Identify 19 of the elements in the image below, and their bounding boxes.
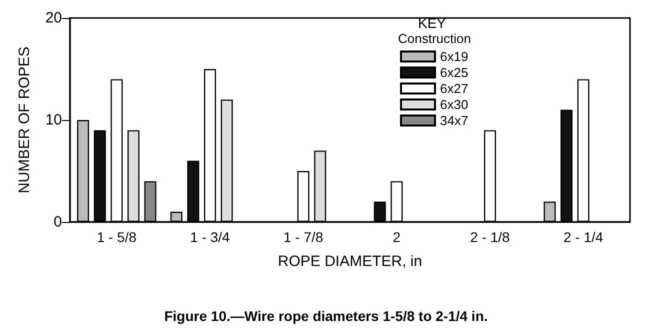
legend-label: 6x19: [440, 49, 468, 64]
x-tick-label: 1 - 3/4: [190, 229, 230, 245]
legend-label: 34x7: [440, 113, 468, 128]
y-tick-label: 20: [45, 10, 62, 26]
x-axis-title: ROPE DIAMETER, in: [278, 253, 422, 270]
y-axis-title: NUMBER OF ROPES: [16, 46, 33, 194]
legend-label: 6x25: [440, 65, 468, 80]
legend-label: 6x27: [440, 81, 468, 96]
y-tick-label: 10: [45, 112, 62, 128]
x-tick-label: 2 - 1/8: [470, 229, 510, 245]
legend-title: KEY: [418, 15, 447, 31]
x-tick-label: 1 - 5/8: [96, 229, 137, 245]
x-tick-label: 2 - 1/4: [563, 229, 604, 245]
x-tick-label: 2: [392, 229, 401, 245]
y-tick-label: 0: [54, 214, 62, 230]
text: Figure 10.—Wire rope diameters 1-5/8 to 2-1/4 in.: [164, 308, 488, 324]
legend-label: 6x30: [440, 97, 468, 112]
x-tick-label: 1 - 7/8: [283, 229, 324, 245]
annotation: Construction: [398, 31, 471, 46]
